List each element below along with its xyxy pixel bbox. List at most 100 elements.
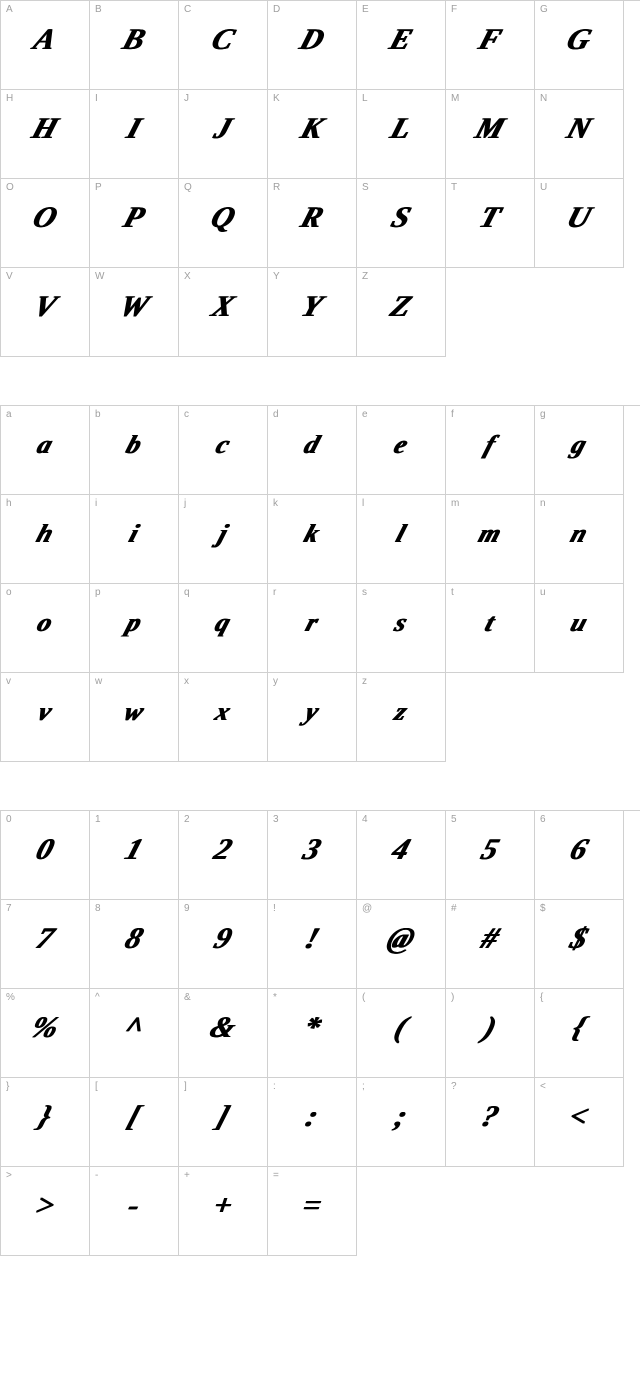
- glyph-cell: --: [90, 1167, 179, 1256]
- cell-glyph: V: [29, 290, 60, 324]
- glyph-cell: uu: [535, 584, 624, 673]
- cell-glyph: D: [296, 23, 329, 57]
- cell-label: (: [362, 992, 365, 1003]
- glyph-cell: ss: [357, 584, 446, 673]
- cell-glyph: w: [120, 697, 147, 727]
- cell-glyph: !: [301, 922, 324, 956]
- cell-label: 4: [362, 814, 368, 825]
- cell-glyph: q: [212, 608, 235, 638]
- cell-label: 1: [95, 814, 101, 825]
- cell-glyph: [: [123, 1100, 144, 1134]
- cell-glyph: ;: [390, 1100, 411, 1134]
- cell-glyph: h: [33, 519, 57, 549]
- cell-glyph: f: [481, 430, 499, 460]
- cell-glyph: *: [299, 1011, 325, 1045]
- cell-glyph: ?: [477, 1100, 503, 1134]
- glyph-cell: !!: [268, 900, 357, 989]
- cell-glyph: >: [31, 1189, 59, 1223]
- glyph-cell: GG: [535, 1, 624, 90]
- glyph-cell: PP: [90, 179, 179, 268]
- cell-label: 2: [184, 814, 190, 825]
- cell-glyph: M: [471, 112, 509, 146]
- cell-glyph: e: [390, 430, 411, 460]
- glyph-cell: {{: [535, 989, 624, 1078]
- cell-glyph: I: [123, 112, 146, 146]
- cell-glyph: S: [387, 201, 415, 235]
- glyph-cell: ::: [268, 1078, 357, 1167]
- cell-label: <: [540, 1081, 546, 1092]
- cell-glyph: E: [385, 23, 416, 57]
- cell-label: p: [95, 587, 101, 598]
- cell-glyph: t: [482, 608, 499, 638]
- cell-glyph: Q: [207, 201, 240, 235]
- glyph-cell: RR: [268, 179, 357, 268]
- glyph-cell: pp: [90, 584, 179, 673]
- cell-label: 7: [6, 903, 12, 914]
- cell-label: 5: [451, 814, 457, 825]
- cell-glyph: 7: [32, 922, 58, 956]
- section-uppercase: AABBCCDDEEFFGGHHIIJJKKLLMMNNOOPPQQRRSSTT…: [0, 0, 640, 357]
- cell-glyph: 5: [477, 833, 503, 867]
- cell-glyph: x: [212, 697, 235, 727]
- empty-cell: [357, 1167, 446, 1256]
- cell-label: R: [273, 182, 280, 193]
- cell-label: G: [540, 4, 548, 15]
- glyph-cell: vv: [1, 673, 90, 762]
- cell-label: A: [6, 4, 13, 15]
- cell-glyph: m: [475, 519, 505, 549]
- cell-label: U: [540, 182, 547, 193]
- cell-glyph: 0: [32, 833, 58, 867]
- cell-glyph: i: [126, 519, 143, 549]
- cell-glyph: 8: [121, 922, 147, 956]
- glyph-cell: <<: [535, 1078, 624, 1167]
- cell-glyph: g: [568, 430, 591, 460]
- glyph-cell: UU: [535, 179, 624, 268]
- glyph-cell: bb: [90, 406, 179, 495]
- glyph-cell: 99: [179, 900, 268, 989]
- cell-label: +: [184, 1170, 190, 1181]
- cell-label: a: [6, 409, 12, 420]
- cell-glyph: H: [28, 112, 62, 146]
- glyph-cell: [[: [90, 1078, 179, 1167]
- cell-glyph: U: [563, 201, 596, 235]
- cell-label: f: [451, 409, 454, 420]
- cell-glyph: (: [390, 1011, 411, 1045]
- cell-label: ?: [451, 1081, 457, 1092]
- cell-label: ): [451, 992, 454, 1003]
- cell-glyph: y: [301, 697, 322, 727]
- cell-label: {: [540, 992, 543, 1003]
- cell-label: ;: [362, 1081, 365, 1092]
- glyph-cell: SS: [357, 179, 446, 268]
- glyph-cell: ==: [268, 1167, 357, 1256]
- cell-glyph: 4: [388, 833, 414, 867]
- glyph-cell: ee: [357, 406, 446, 495]
- glyph-cell: 00: [1, 811, 90, 900]
- glyph-cell: ^^: [90, 989, 179, 1078]
- cell-glyph: k: [301, 519, 324, 549]
- cell-glyph: a: [34, 430, 57, 460]
- glyph-cell: &&: [179, 989, 268, 1078]
- cell-glyph: =: [298, 1189, 326, 1223]
- cell-label: b: [95, 409, 101, 420]
- glyph-cell: OO: [1, 179, 90, 268]
- cell-label: H: [6, 93, 13, 104]
- cell-label: z: [362, 676, 367, 687]
- glyph-cell: ((: [357, 989, 446, 1078]
- glyph-cell: dd: [268, 406, 357, 495]
- cell-label: ^: [95, 992, 100, 1003]
- cell-glyph: s: [391, 608, 411, 638]
- cell-glyph: j: [215, 519, 232, 549]
- glyph-cell: AA: [1, 1, 90, 90]
- cell-glyph: R: [296, 201, 327, 235]
- cell-label: S: [362, 182, 369, 193]
- cell-label: i: [95, 498, 97, 509]
- cell-label: 6: [540, 814, 546, 825]
- cell-glyph: l: [393, 519, 410, 549]
- cell-glyph: J: [210, 112, 236, 146]
- cell-label: v: [6, 676, 11, 687]
- cell-glyph: F: [474, 23, 505, 57]
- glyph-cell: ;;: [357, 1078, 446, 1167]
- glyph-cell: 11: [90, 811, 179, 900]
- cell-label: !: [273, 903, 276, 914]
- cell-glyph: z: [391, 697, 411, 727]
